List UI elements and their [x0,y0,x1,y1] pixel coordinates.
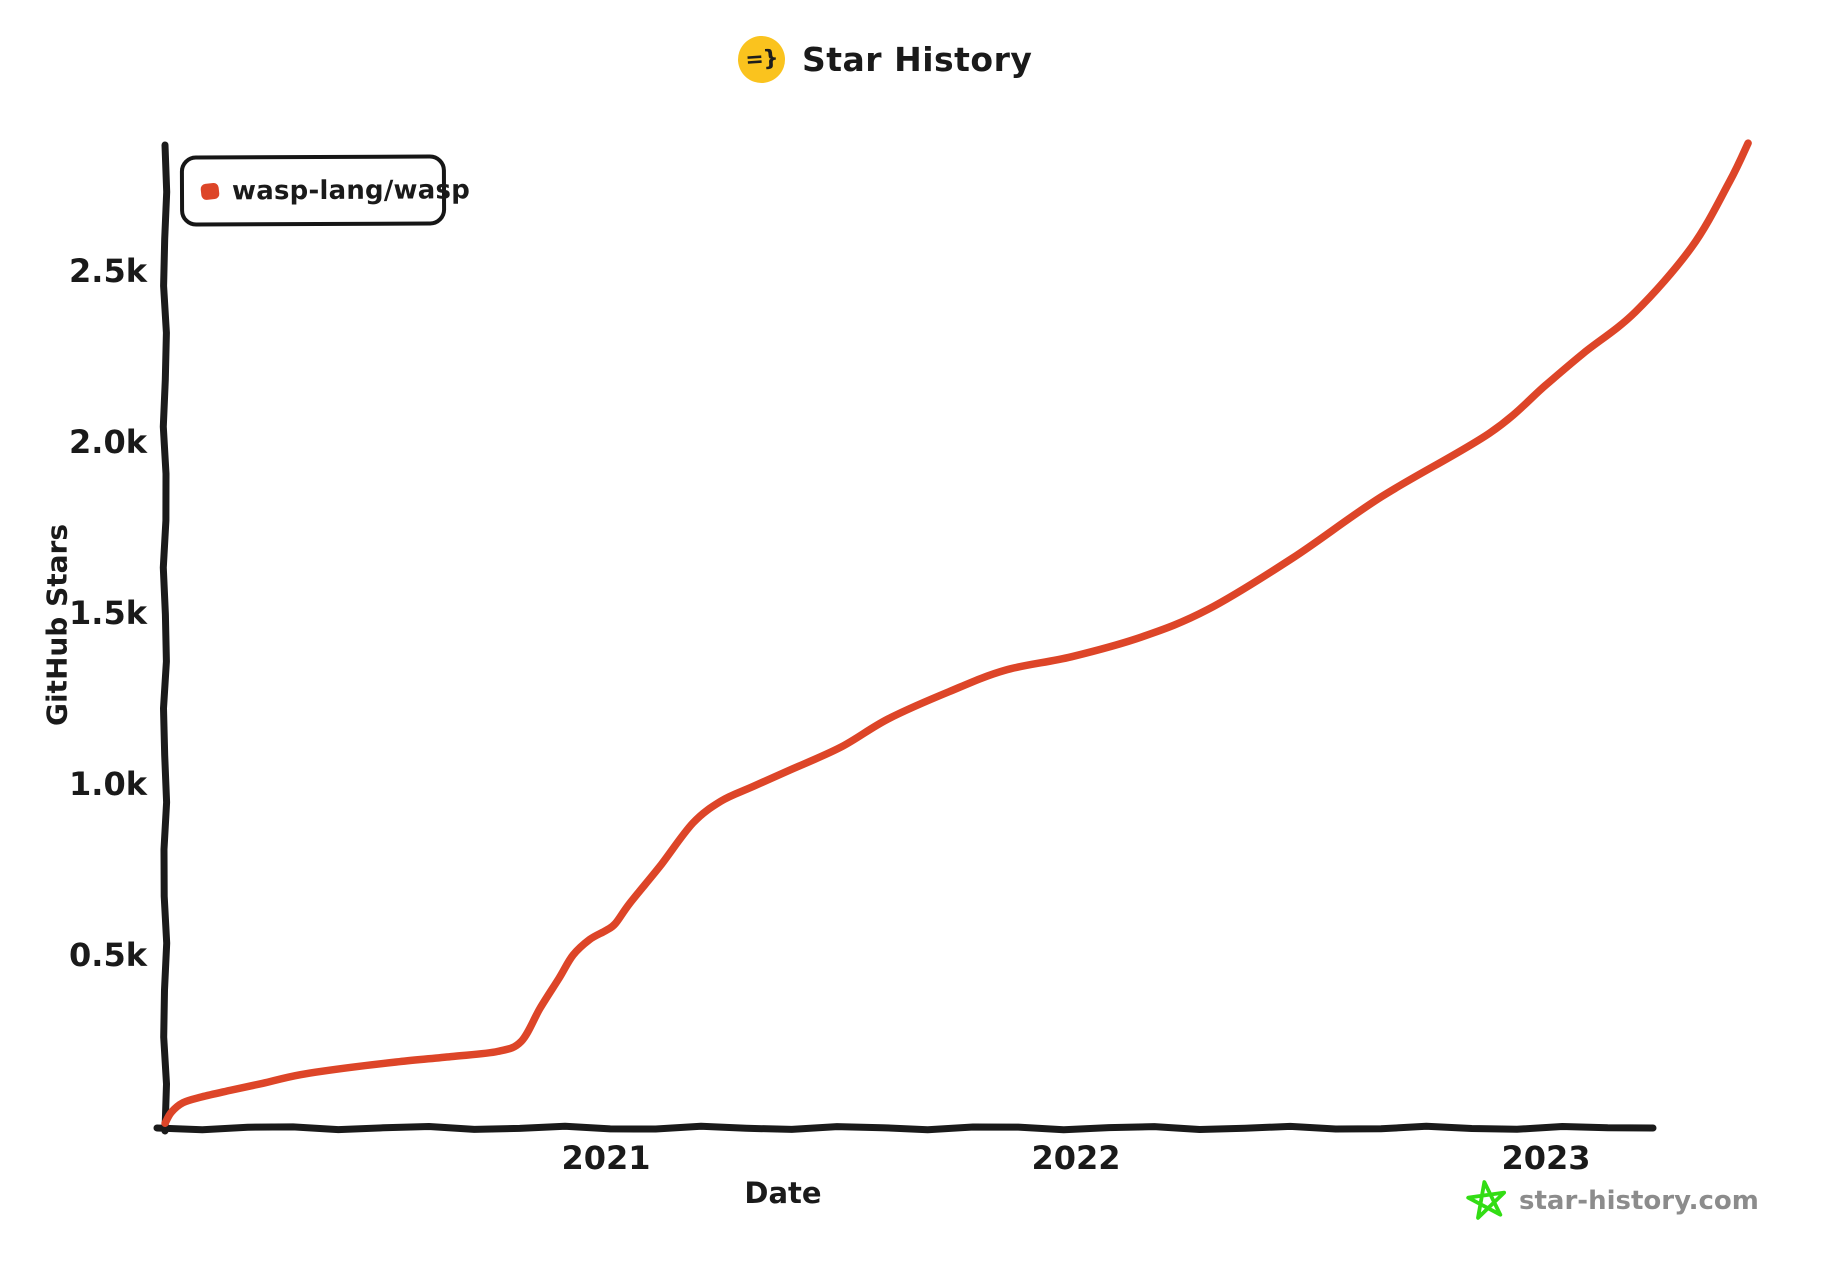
watermark-text: star-history.com [1519,1186,1759,1216]
x-axis-line [153,1122,1657,1134]
x-axis-title: Date [744,1176,822,1210]
series-line [161,139,1752,1128]
star-icon [1466,1180,1507,1220]
y-tick-label: 1.0k [69,765,148,803]
watermark-link[interactable]: star-history.com [1466,1178,1759,1224]
x-tick-label: 2021 [561,1139,650,1177]
y-axis-title: GitHub Stars [40,523,74,727]
legend: wasp-lang/wasp [179,154,470,227]
series-marker-icon [200,182,220,200]
x-tick-label: 2023 [1501,1139,1590,1177]
legend-series-label: wasp-lang/wasp [231,174,471,206]
y-axis-line [159,141,171,1135]
chart-title: =} Star History [736,34,1033,85]
y-tick-label: 2.0k [69,423,148,461]
y-tick-label: 2.5k [69,252,148,290]
wasp-logo-icon: =} [736,34,787,85]
y-tick-label: 0.5k [69,936,148,974]
y-tick-label: 1.5k [69,594,148,632]
x-tick-label: 2022 [1031,1139,1120,1177]
chart-title-text: Star History [802,40,1033,79]
